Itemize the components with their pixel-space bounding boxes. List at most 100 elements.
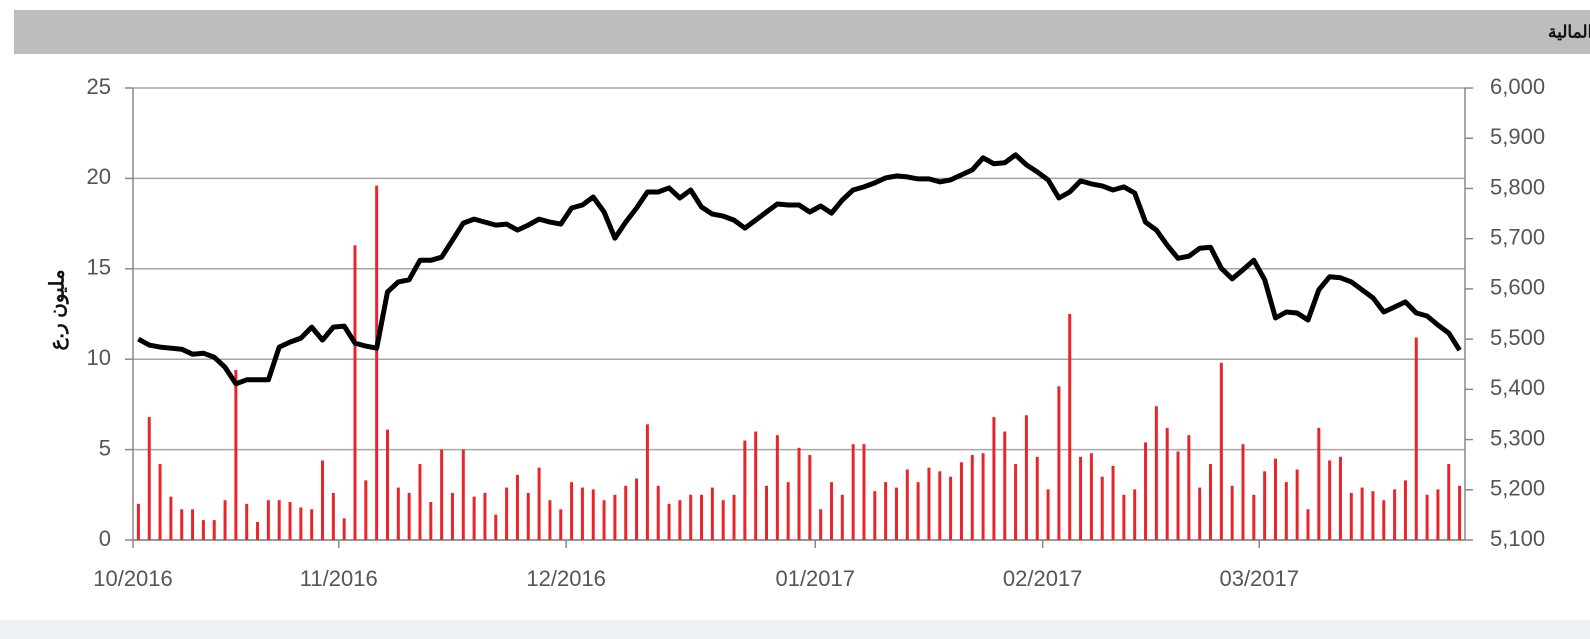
bar — [1187, 435, 1191, 540]
bar — [461, 449, 465, 540]
bar — [1111, 465, 1115, 540]
bar — [548, 500, 552, 540]
y-tick-label: 20 — [87, 164, 111, 189]
bar — [570, 482, 574, 540]
bar — [353, 245, 357, 540]
bar — [927, 467, 931, 540]
bar — [396, 487, 400, 540]
bar — [949, 476, 953, 540]
bar — [1035, 456, 1039, 540]
bar — [223, 500, 227, 540]
bar — [321, 460, 325, 540]
bar — [1198, 487, 1202, 540]
bar — [1165, 427, 1169, 540]
bar — [894, 487, 898, 540]
bar — [624, 485, 628, 540]
y2-tick-label: 5,500 — [1490, 325, 1545, 350]
bar — [829, 482, 833, 540]
x-tick-label: 11/2016 — [300, 566, 378, 591]
bar — [1252, 494, 1256, 540]
y2-tick-label: 5,900 — [1490, 124, 1545, 149]
bar — [884, 482, 888, 540]
bar — [797, 447, 801, 540]
bar — [1100, 476, 1104, 540]
bar — [245, 503, 249, 540]
bar — [407, 492, 411, 540]
bar — [700, 494, 704, 540]
bar — [364, 480, 368, 540]
bar — [1133, 489, 1137, 540]
bar — [1122, 494, 1126, 540]
y2-tick-label: 5,300 — [1490, 425, 1545, 450]
bar — [645, 424, 649, 540]
bar — [1024, 415, 1028, 540]
bar — [1436, 489, 1440, 540]
bar — [288, 502, 292, 540]
bar — [732, 494, 736, 540]
y2-tick-label: 5,700 — [1490, 224, 1545, 249]
y-axis-label: مليون ر.ع — [46, 269, 69, 350]
bar — [418, 464, 422, 540]
bar — [450, 492, 454, 540]
bar — [494, 514, 498, 540]
bar — [537, 467, 541, 540]
bar — [1284, 482, 1288, 540]
bar — [613, 494, 617, 540]
x-tick-label: 12/2016 — [526, 566, 606, 591]
bar — [1068, 314, 1072, 540]
bar — [505, 487, 509, 540]
bar — [1003, 431, 1007, 540]
bar — [375, 185, 379, 540]
bar — [483, 492, 487, 540]
bar — [331, 492, 335, 540]
bar — [819, 509, 823, 540]
y2-tick-label: 5,400 — [1490, 375, 1545, 400]
bar — [1371, 491, 1375, 540]
bar — [277, 500, 281, 540]
bar — [515, 474, 519, 540]
bar — [743, 440, 747, 540]
x-tick-label: 10/2016 — [93, 566, 173, 591]
bar — [1306, 509, 1310, 540]
bar — [1241, 444, 1245, 540]
bar — [1144, 442, 1148, 540]
footer-strip — [0, 620, 1590, 639]
bar — [310, 509, 314, 540]
bar — [180, 509, 184, 540]
bar — [158, 464, 162, 540]
bar — [1176, 451, 1180, 540]
bar — [1230, 485, 1234, 540]
bar — [1447, 464, 1451, 540]
bar — [1414, 337, 1418, 540]
bar — [212, 520, 216, 540]
y-tick-label: 0 — [99, 526, 111, 551]
bar — [678, 500, 682, 540]
bar — [938, 471, 942, 540]
bar — [667, 503, 671, 540]
bar — [266, 500, 270, 540]
bar — [136, 503, 140, 540]
bar — [808, 455, 812, 540]
bar — [992, 417, 996, 540]
bar — [234, 370, 238, 540]
bar — [1046, 489, 1050, 540]
bar — [1057, 386, 1061, 540]
bar — [765, 485, 769, 540]
bar — [1317, 427, 1321, 540]
bar — [1425, 494, 1429, 540]
bar — [840, 494, 844, 540]
bar — [689, 494, 693, 540]
y2-tick-label: 6,000 — [1490, 74, 1545, 99]
bar — [786, 482, 790, 540]
index-line — [137, 152, 1462, 387]
bar — [429, 502, 433, 540]
bar — [873, 491, 877, 540]
bar — [1295, 469, 1299, 540]
bar — [201, 520, 205, 540]
bar — [169, 496, 173, 540]
bar — [526, 492, 530, 540]
bar — [851, 444, 855, 540]
bar — [385, 429, 389, 540]
bar — [981, 453, 985, 540]
bar — [1382, 500, 1386, 540]
